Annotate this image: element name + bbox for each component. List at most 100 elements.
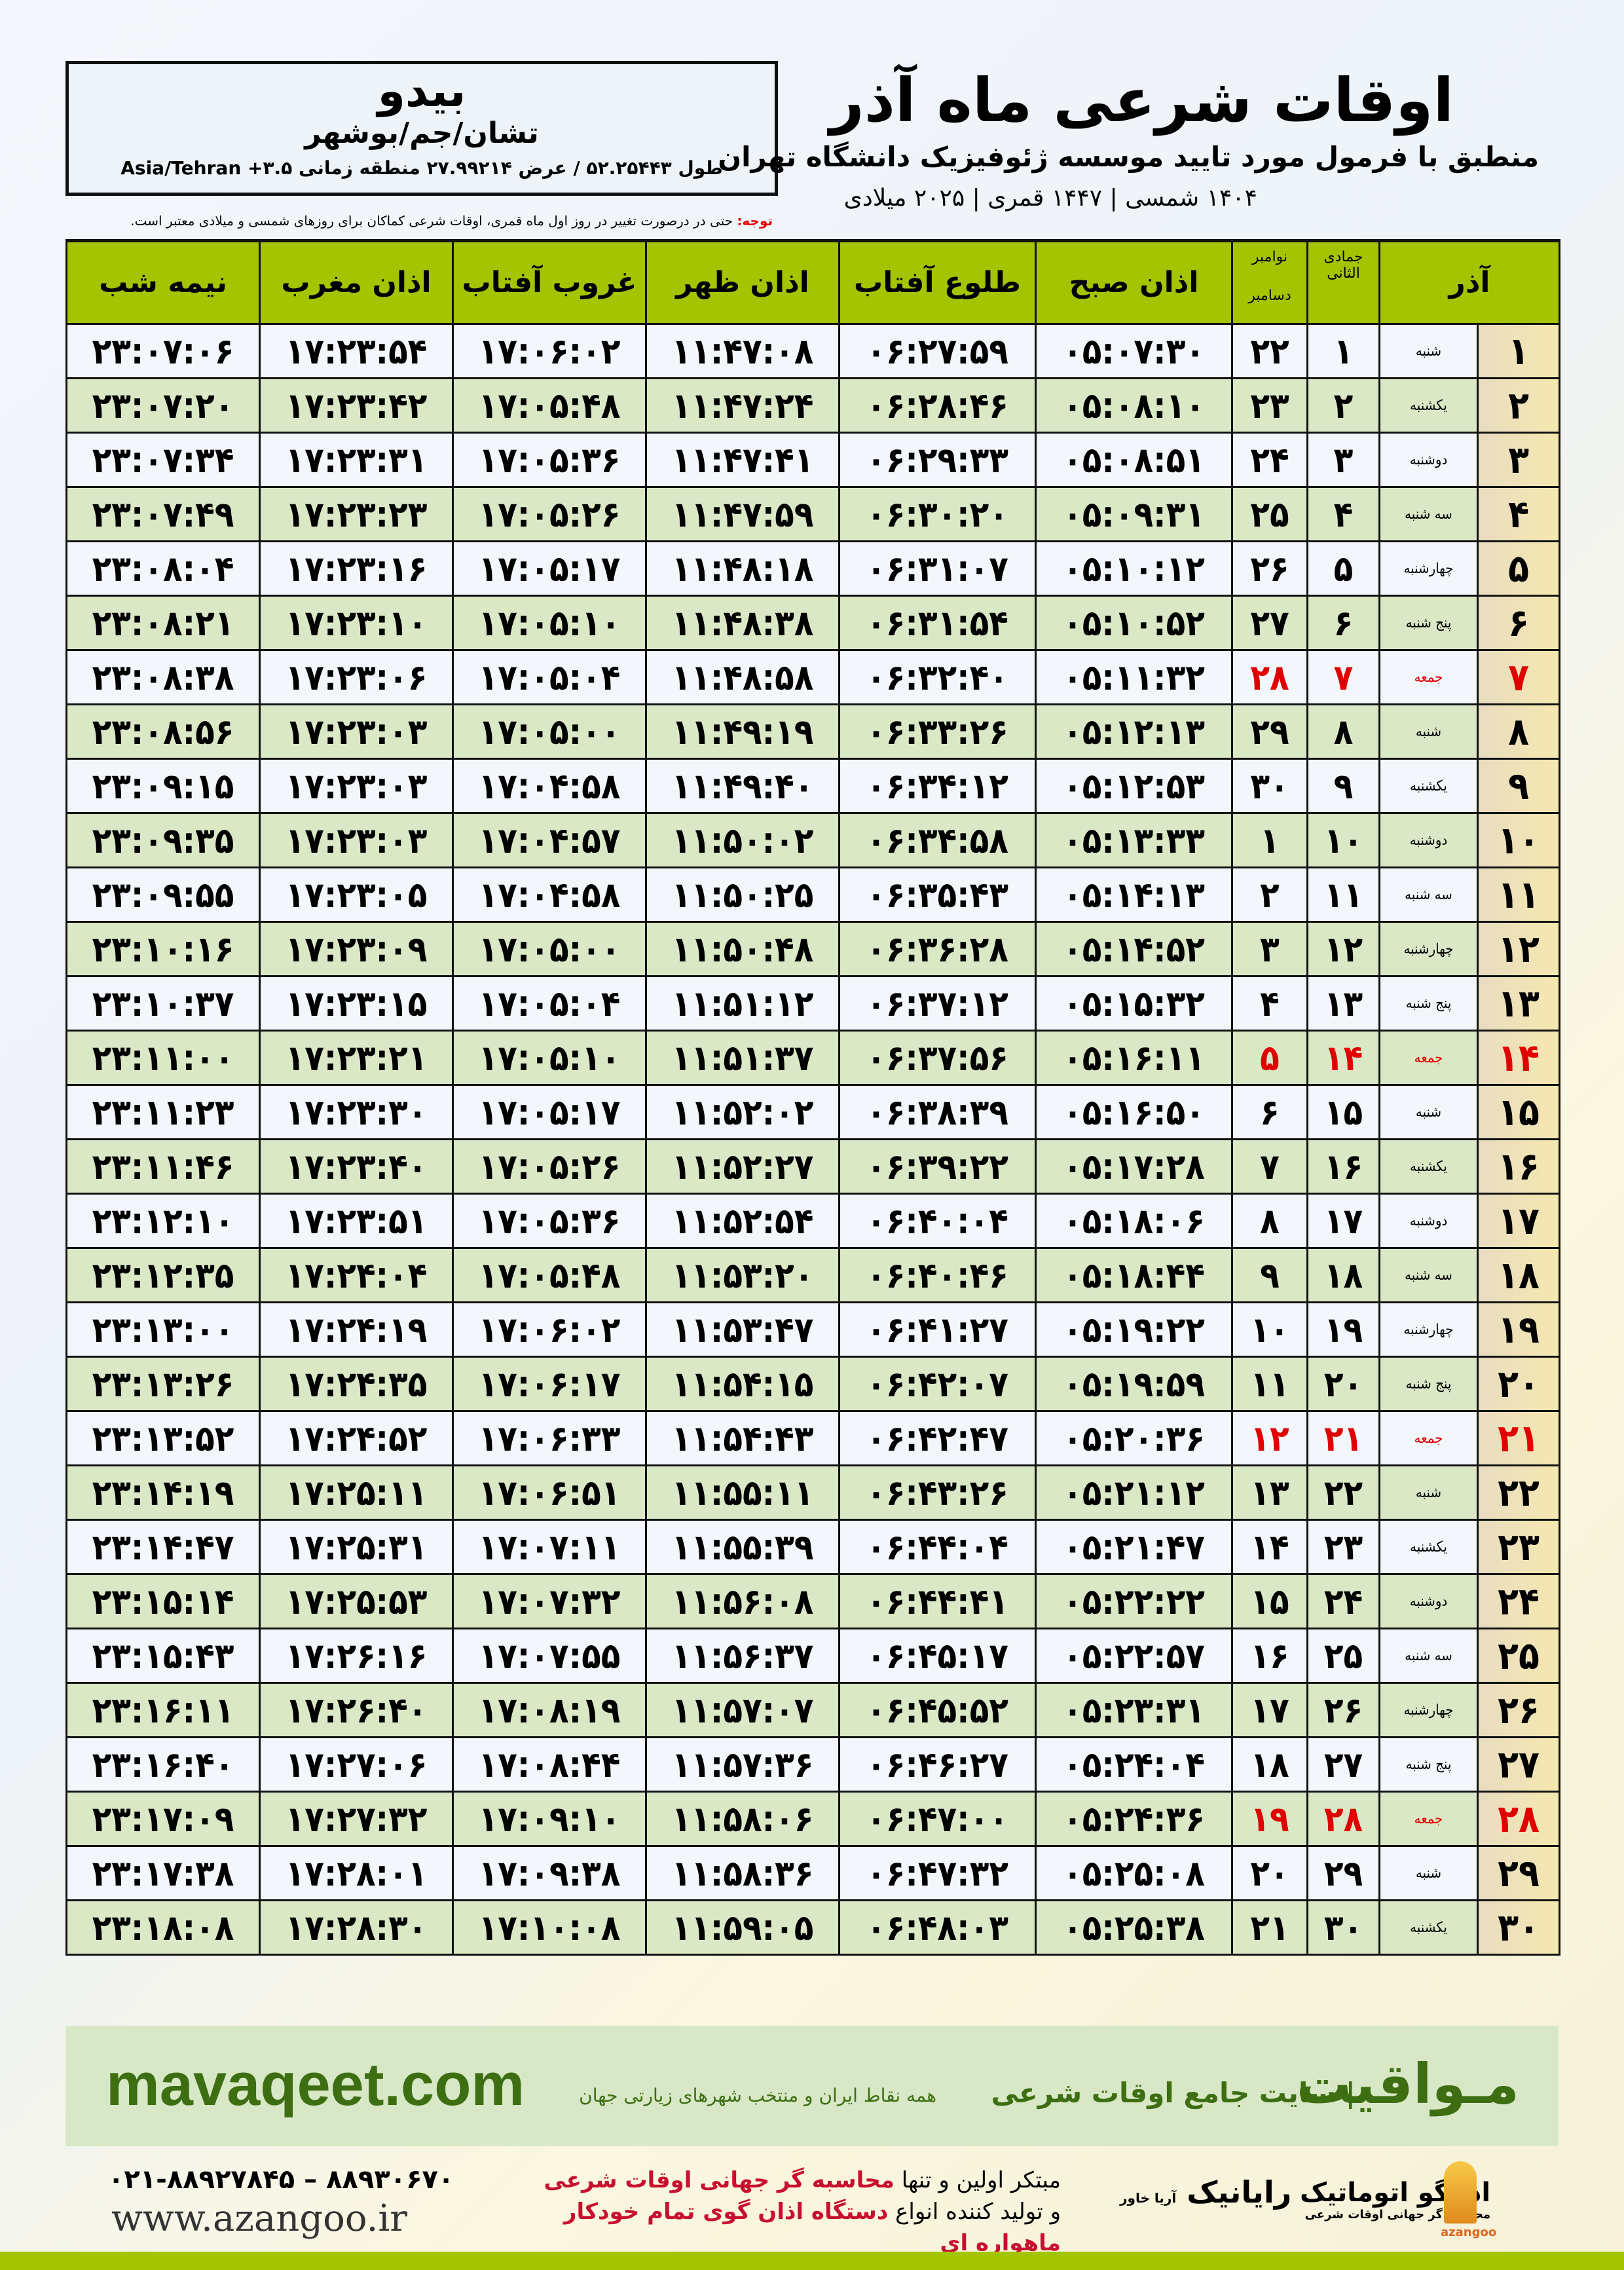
fajr-time: ۰۵:۱۸:۴۴	[1035, 1247, 1233, 1303]
dhuhr-time: ۱۱:۵۸:۰۶	[645, 1791, 840, 1847]
hijri-day: ۲	[1306, 377, 1380, 434]
day-number: ۲۰	[1477, 1356, 1560, 1412]
maghrib-time: ۱۷:۲۳:۲۳	[259, 486, 454, 542]
fajr-time: ۰۵:۲۵:۳۸	[1035, 1899, 1233, 1956]
weekday: چهارشنبه	[1378, 1682, 1479, 1738]
weekday: دوشنبه	[1378, 1573, 1479, 1629]
table-row: ۲۲ شنبه ۲۲ ۱۳ ۰۵:۲۱:۱۲ ۰۶:۴۳:۲۶ ۱۱:۵۵:۱۱ ۱۷:۰۶:…	[65, 1464, 1560, 1521]
site-url[interactable]: mavaqeet.com	[106, 2051, 525, 2118]
midnight-time: ۲۳:۰۸:۲۱	[65, 595, 261, 651]
gregorian-day: ۲۹	[1231, 703, 1308, 760]
sunrise-time: ۰۶:۳۸:۳۹	[838, 1084, 1037, 1140]
weekday: جمعه	[1378, 1791, 1479, 1847]
midnight-time: ۲۳:۱۵:۴۳	[65, 1628, 261, 1684]
fajr-time: ۰۵:۰۷:۳۰	[1035, 323, 1233, 379]
sunrise-time: ۰۶:۳۴:۵۸	[838, 812, 1037, 868]
table-row: ۲۹ شنبه ۲۹ ۲۰ ۰۵:۲۵:۰۸ ۰۶:۴۷:۳۲ ۱۱:۵۸:۳۶ ۱۷:۰۹:…	[65, 1845, 1560, 1901]
sunrise-time: ۰۶:۴۱:۲۷	[838, 1301, 1037, 1358]
fajr-time: ۰۵:۱۰:۱۲	[1035, 540, 1233, 597]
midnight-time: ۲۳:۱۱:۴۶	[65, 1138, 261, 1195]
gregorian-day: ۸	[1231, 1193, 1308, 1249]
dhuhr-time: ۱۱:۴۷:۲۴	[645, 377, 840, 434]
midnight-time: ۲۳:۱۸:۰۸	[65, 1899, 261, 1956]
gregorian-day: ۱۷	[1231, 1682, 1308, 1738]
gregorian-day: ۲۲	[1231, 323, 1308, 379]
gregorian-day: ۶	[1231, 1084, 1308, 1140]
bottom-bar	[0, 2252, 1624, 2270]
sunrise-time: ۰۶:۴۰:۴۶	[838, 1247, 1037, 1303]
header-fajr: اذان صبح	[1035, 239, 1233, 325]
table-row: ۱۷ دوشنبه ۱۷ ۸ ۰۵:۱۸:۰۶ ۰۶:۴۰:۰۴ ۱۱:۵۲:۵۴ ۱۷:۰۵…	[65, 1193, 1560, 1249]
sunset-time: ۱۷:۰۴:۵۸	[452, 866, 647, 923]
dhuhr-time: ۱۱:۵۲:۲۷	[645, 1138, 840, 1195]
sunrise-time: ۰۶:۲۷:۵۹	[838, 323, 1037, 379]
table-row: ۱ شنبه ۱ ۲۲ ۰۵:۰۷:۳۰ ۰۶:۲۷:۵۹ ۱۱:۴۷:۰۸ ۱۷:۰۶:۰۲…	[65, 323, 1560, 379]
sunrise-time: ۰۶:۳۹:۲۲	[838, 1138, 1037, 1195]
table-row: ۸ شنبه ۸ ۲۹ ۰۵:۱۲:۱۳ ۰۶:۳۳:۲۶ ۱۱:۴۹:۱۹ ۱۷:۰۵:۰۰…	[65, 703, 1560, 760]
midnight-time: ۲۳:۱۴:۴۷	[65, 1519, 261, 1575]
midnight-time: ۲۳:۱۶:۱۱	[65, 1682, 261, 1738]
weekday: چهارشنبه	[1378, 540, 1479, 597]
header-sunrise: طلوع آفتاب	[838, 239, 1037, 325]
day-number: ۵	[1477, 540, 1560, 597]
midnight-time: ۲۳:۰۷:۴۹	[65, 486, 261, 542]
maghrib-time: ۱۷:۲۶:۴۰	[259, 1682, 454, 1738]
sunrise-time: ۰۶:۳۴:۱۲	[838, 758, 1037, 814]
day-number: ۲۹	[1477, 1845, 1560, 1901]
table-row: ۳۰ یکشنبه ۳۰ ۲۱ ۰۵:۲۵:۳۸ ۰۶:۴۸:۰۳ ۱۱:۵۹:۰۵ ۱۷:۱…	[65, 1899, 1560, 1956]
rayanik-logo: رایانیک آریا خاور	[1120, 2174, 1291, 2210]
dhuhr-time: ۱۱:۵۶:۰۸	[645, 1573, 840, 1629]
gregorian-day: ۳۰	[1231, 758, 1308, 814]
header-maghrib: اذان مغرب	[259, 239, 454, 325]
header-gregorian-month-1: نوامبر	[1251, 249, 1288, 265]
dhuhr-time: ۱۱:۵۵:۱۱	[645, 1464, 840, 1521]
maghrib-time: ۱۷:۲۳:۰۳	[259, 812, 454, 868]
sunrise-time: ۰۶:۲۹:۳۳	[838, 432, 1037, 488]
day-number: ۶	[1477, 595, 1560, 651]
sunrise-time: ۰۶:۴۲:۰۷	[838, 1356, 1037, 1412]
weekday: دوشنبه	[1378, 812, 1479, 868]
dhuhr-time: ۱۱:۵۶:۳۷	[645, 1628, 840, 1684]
dhuhr-time: ۱۱:۵۱:۱۲	[645, 975, 840, 1032]
hijri-day: ۳۰	[1306, 1899, 1380, 1956]
sunset-time: ۱۷:۰۵:۱۷	[452, 540, 647, 597]
maghrib-time: ۱۷:۲۵:۱۱	[259, 1464, 454, 1521]
midnight-time: ۲۳:۰۹:۱۵	[65, 758, 261, 814]
hijri-day: ۳	[1306, 432, 1380, 488]
header-sunset: غروب آفتاب	[452, 239, 647, 325]
table-row: ۷ جمعه ۷ ۲۸ ۰۵:۱۱:۳۲ ۰۶:۳۲:۴۰ ۱۱:۴۸:۵۸ ۱۷:۰۵:۰۴…	[65, 649, 1560, 705]
fajr-time: ۰۵:۱۲:۱۳	[1035, 703, 1233, 760]
midnight-time: ۲۳:۱۷:۳۸	[65, 1845, 261, 1901]
sunrise-time: ۰۶:۳۷:۱۲	[838, 975, 1037, 1032]
sunrise-time: ۰۶:۳۳:۲۶	[838, 703, 1037, 760]
fajr-time: ۰۵:۱۰:۵۲	[1035, 595, 1233, 651]
maghrib-time: ۱۷:۲۳:۴۰	[259, 1138, 454, 1195]
sunrise-time: ۰۶:۳۲:۴۰	[838, 649, 1037, 705]
weekday: شنبه	[1378, 1845, 1479, 1901]
sunset-time: ۱۷:۰۵:۱۰	[452, 595, 647, 651]
midnight-time: ۲۳:۱۱:۰۰	[65, 1030, 261, 1086]
fajr-time: ۰۵:۲۱:۱۲	[1035, 1464, 1233, 1521]
weekday: پنج شنبه	[1378, 1356, 1479, 1412]
midnight-time: ۲۳:۰۹:۵۵	[65, 866, 261, 923]
day-number: ۸	[1477, 703, 1560, 760]
table-row: ۹ یکشنبه ۹ ۳۰ ۰۵:۱۲:۵۳ ۰۶:۳۴:۱۲ ۱۱:۴۹:۴۰ ۱۷:۰۴:…	[65, 758, 1560, 814]
maghrib-time: ۱۷:۲۵:۵۳	[259, 1573, 454, 1629]
table-row: ۲۰ پنج شنبه ۲۰ ۱۱ ۰۵:۱۹:۵۹ ۰۶:۴۲:۰۷ ۱۱:۵۴:۱۵ ۱۷…	[65, 1356, 1560, 1412]
header-hijri-month: جمادی الثانی	[1306, 239, 1380, 325]
fajr-time: ۰۵:۲۲:۵۷	[1035, 1628, 1233, 1684]
weekday: یکشنبه	[1378, 1519, 1479, 1575]
maghrib-time: ۱۷:۲۴:۱۹	[259, 1301, 454, 1358]
midnight-time: ۲۳:۰۷:۲۰	[65, 377, 261, 434]
azangoo-url[interactable]: www.azangoo.ir	[111, 2197, 408, 2240]
promo-2a: و تولید کننده انواع	[888, 2199, 1061, 2225]
gregorian-day: ۲۰	[1231, 1845, 1308, 1901]
hijri-day: ۲۷	[1306, 1736, 1380, 1793]
weekday: جمعه	[1378, 1030, 1479, 1086]
fajr-time: ۰۵:۱۶:۱۱	[1035, 1030, 1233, 1086]
hijri-day: ۱۹	[1306, 1301, 1380, 1358]
day-number: ۳۰	[1477, 1899, 1560, 1956]
sunset-time: ۱۷:۰۴:۵۷	[452, 812, 647, 868]
sunrise-time: ۰۶:۲۸:۴۶	[838, 377, 1037, 434]
hijri-day: ۱	[1306, 323, 1380, 379]
